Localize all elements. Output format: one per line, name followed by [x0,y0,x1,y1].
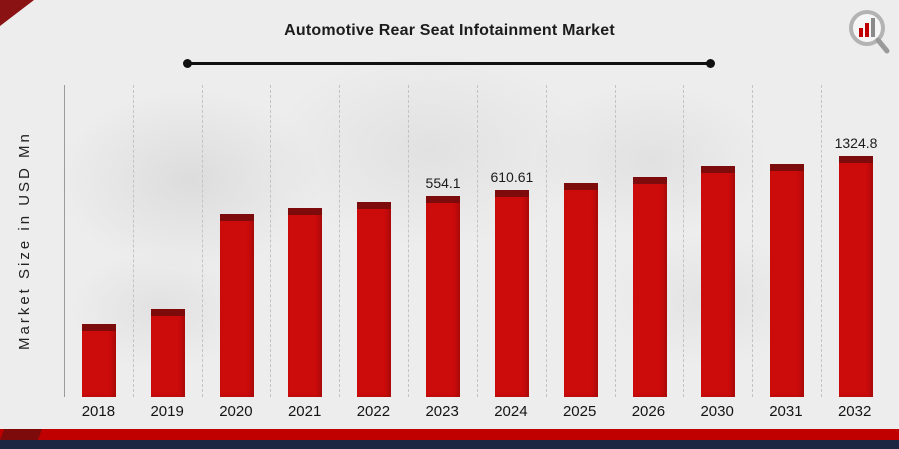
timeline-dot-right [706,59,715,68]
bar-cap [150,309,185,316]
bar [219,214,254,397]
title-underline-rule [183,59,715,68]
timeline-dot-left [183,59,192,68]
x-axis-label: 2032 [837,403,872,420]
bar [563,183,598,397]
chart-title: Automotive Rear Seat Infotainment Market [284,22,615,39]
bar-column [201,85,271,397]
bar-column [65,85,133,397]
bar-cap [81,324,116,331]
bar-column [270,85,339,397]
x-axis-label: 2018 [81,403,116,420]
bar-value-label: 1324.8 [834,135,878,151]
bar [288,208,323,397]
bar-cap [770,164,805,171]
bar-cap [701,166,736,173]
bar-column [545,85,615,397]
bar [632,177,667,397]
bar [81,324,116,397]
x-axis-label: 2024 [494,403,528,420]
x-axis-label: 2019 [150,403,184,420]
bar-column [683,85,752,397]
footer-stripe-navy [0,440,899,449]
footer-stripe-red [0,429,899,440]
bar [357,202,392,397]
mrfr-logo [849,10,890,54]
bar-cap [219,214,254,221]
bar-cap [426,196,461,203]
bar-column [614,85,684,397]
footer-stripe-notch [0,429,43,440]
plot-area: 554.1 610.61 1324.8 [64,85,890,397]
bar [494,190,529,397]
bar-value-label: 610.61 [490,169,534,185]
bar-cap [494,190,529,197]
bar [839,156,874,397]
bar [426,196,461,397]
bar-column [132,85,202,397]
x-axis-label: 2026 [631,403,666,420]
bar-column: 1324.8 [821,85,890,397]
bar-column: 610.61 [476,85,546,397]
bar-cap [563,183,598,190]
bar-cap [839,156,874,163]
bar [701,166,736,397]
bar-cap [632,177,667,184]
x-axis-label: 2020 [219,403,253,420]
x-axis-label: 2031 [769,403,803,420]
bar [150,309,185,397]
bar-value-label: 554.1 [425,175,461,191]
bar-column [339,85,408,397]
x-axis-labels: 2018 2019 2020 2021 2022 2023 2024 2025 2026 2030… [64,403,889,420]
x-axis-label: 2023 [425,403,459,420]
bar-column [752,85,821,397]
x-axis-label: 2030 [700,403,734,420]
bar [770,164,805,397]
x-axis-label: 2025 [562,403,597,420]
x-axis-label: 2021 [287,403,322,420]
bar-column: 554.1 [408,85,477,397]
y-axis-title: Market Size in USD Mn [16,131,33,351]
x-axis-label: 2022 [356,403,391,420]
bar-cap [357,202,392,209]
bar-cap [288,208,323,215]
